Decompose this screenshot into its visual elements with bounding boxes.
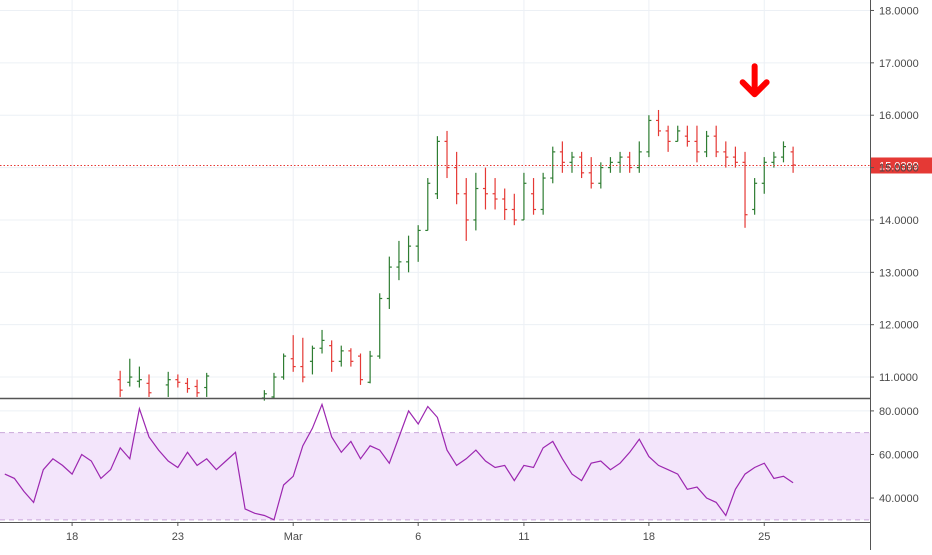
- ohlc-bar: [482, 167, 488, 210]
- ohlc-bar: [377, 293, 383, 359]
- price-tick-label: 14.0000: [879, 215, 919, 227]
- ohlc-bar: [540, 172, 546, 215]
- ohlc-bar: [713, 125, 719, 158]
- down-arrow-icon: [739, 63, 770, 98]
- ohlc-bar: [367, 350, 373, 384]
- ohlc-bar: [502, 188, 508, 220]
- ohlc-bar: [348, 348, 354, 367]
- ohlc-bar: [406, 235, 412, 273]
- ohlc-bar: [771, 151, 777, 168]
- ohlc-bar: [732, 146, 738, 168]
- date-tick-label: 18: [643, 531, 655, 543]
- last-price-marker: 15.0399: [0, 157, 932, 174]
- ohlc-bar: [723, 141, 729, 168]
- ohlc-bar: [492, 178, 498, 210]
- ohlc-bar: [165, 371, 171, 397]
- ohlc-bar: [607, 157, 613, 173]
- ohlc-bar: [579, 151, 585, 179]
- ohlc-bar: [752, 178, 758, 215]
- ohlc-bar: [704, 130, 710, 158]
- ohlc-bar: [425, 178, 431, 232]
- price-tick-label: 11.0000: [879, 372, 918, 384]
- ohlc-bar: [463, 178, 469, 241]
- ohlc-bar: [569, 151, 575, 173]
- ohlc-bar: [319, 329, 325, 354]
- rsi-tick-label: 80.0000: [879, 406, 919, 418]
- rsi-tick-label: 40.0000: [879, 493, 919, 505]
- rsi-tick-label: 60.0000: [879, 449, 919, 461]
- date-tick-label: 25: [758, 531, 770, 543]
- ohlc-bar: [780, 141, 786, 163]
- ohlc-bar: [665, 125, 671, 152]
- ohlc-bar: [684, 125, 690, 147]
- ohlc-bar: [127, 358, 133, 387]
- ohlc-bar: [357, 353, 363, 385]
- ohlc-bar: [386, 256, 392, 309]
- ohlc-bar: [281, 353, 287, 380]
- ohlc-bar: [656, 109, 662, 137]
- ohlc-bar: [550, 146, 556, 184]
- ohlc-bar: [338, 345, 344, 367]
- ohlc-bar: [742, 151, 748, 228]
- ohlc-bar: [300, 337, 306, 383]
- date-tick-label: 11: [518, 531, 529, 543]
- rsi-band: [0, 432, 870, 521]
- ohlc-bar: [675, 125, 681, 142]
- last-price-label-bg: [870, 157, 932, 174]
- ohlc-bar: [588, 157, 594, 189]
- ohlc-bar: [194, 379, 200, 397]
- ohlc-bar: [636, 141, 642, 173]
- ohlc-bar: [329, 340, 335, 372]
- ohlc-bar: [434, 136, 440, 199]
- ohlc-bar: [511, 193, 517, 226]
- ohlc-bar: [761, 157, 767, 194]
- ohlc-bar: [175, 374, 181, 388]
- ohlc-bar: [290, 335, 296, 372]
- date-tick-label: 23: [172, 531, 184, 543]
- annotations: [739, 63, 770, 98]
- price-tick-label: 17.0000: [879, 58, 919, 70]
- ohlc-bar: [309, 345, 315, 375]
- ohlc-bar: [204, 372, 210, 397]
- ohlc-bar: [627, 151, 633, 173]
- rsi-band-fill: [0, 432, 870, 520]
- ohlc-bar: [146, 374, 152, 397]
- date-tick-label: 18: [66, 531, 78, 543]
- price-tick-label: 18.0000: [879, 5, 919, 17]
- rsi-series-line: [4, 402, 794, 521]
- ohlc-bar: [521, 172, 527, 221]
- ohlc-bar: [617, 151, 623, 173]
- ohlc-bar: [396, 240, 402, 281]
- ohlc-bar: [415, 225, 421, 262]
- ohlc-bar: [646, 115, 652, 158]
- price-tick-label: 12.0000: [879, 320, 919, 332]
- date-tick-label: 6: [415, 531, 421, 543]
- ohlc-bar: [790, 146, 796, 173]
- ohlc-bar: [454, 151, 460, 205]
- price-tick-label: 13.0000: [879, 267, 919, 279]
- price-bars: [117, 109, 796, 401]
- price-tick-label: 16.0000: [879, 110, 919, 122]
- ohlc-bar: [559, 141, 565, 173]
- ohlc-bar: [117, 370, 123, 397]
- rsi-line: [4, 402, 794, 521]
- last-price-label: 15.0399: [879, 160, 919, 172]
- ohlc-bar: [136, 366, 142, 388]
- ohlc-bar: [531, 178, 537, 215]
- axes[interactable]: 11.0000 12.0000 13.0000 14.0000 15.0000 16.00…: [0, 0, 919, 550]
- ohlc-bar: [184, 378, 190, 393]
- ohlc-bar: [271, 372, 277, 398]
- ohlc-bar: [473, 172, 479, 231]
- ohlc-bar: [694, 125, 700, 163]
- date-tick-label: Mar: [284, 531, 303, 543]
- price-tick-label: 15.0000: [879, 163, 919, 175]
- ohlc-bar: [444, 130, 450, 179]
- ohlc-bar: [598, 162, 604, 189]
